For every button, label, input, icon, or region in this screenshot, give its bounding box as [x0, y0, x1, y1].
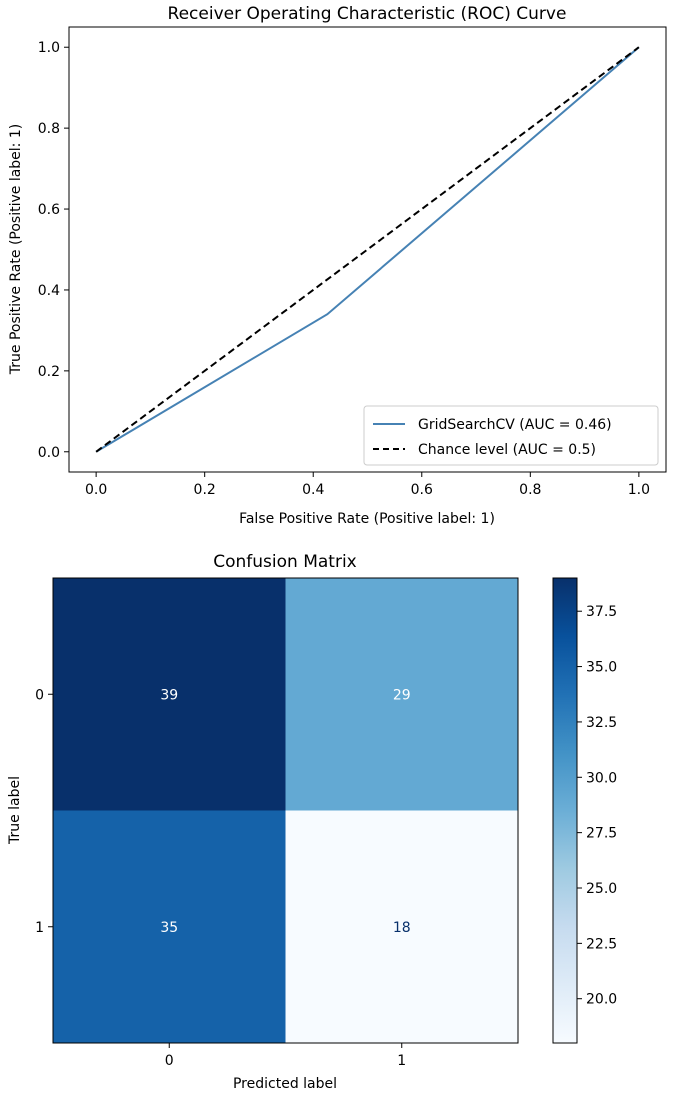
roc-legend-label-1: GridSearchCV (AUC = 0.46) [418, 417, 612, 433]
roc-x-axis-label: False Positive Rate (Positive label: 1) [239, 511, 495, 527]
roc-series-line-2 [95, 46, 640, 453]
cm-y-tick-label: 1 [35, 920, 44, 936]
cm-colorbar-tick-label: 20.0 [586, 992, 617, 1008]
roc-title: Receiver Operating Characteristic (ROC) … [168, 4, 567, 24]
cm-colorbar-gradient [552, 577, 578, 1044]
roc-plot-frame [68, 26, 667, 473]
roc-chart: Receiver Operating Characteristic (ROC) … [8, 4, 667, 527]
cm-x-tick-label: 0 [165, 1053, 174, 1069]
roc-x-tick-label: 1.0 [628, 482, 650, 498]
cm-cell [53, 810, 286, 1043]
roc-y-axis: 0.0 0.2 0.4 0.6 0.8 1.0 [38, 40, 69, 461]
roc-y-tick-label: 0.8 [38, 121, 60, 137]
cm-colorbar-tick-label: 22.5 [586, 936, 617, 952]
cm-colorbar-tick-label: 27.5 [586, 826, 617, 842]
roc-y-tick-label: 0.0 [38, 445, 60, 461]
roc-x-tick-label: 0.4 [302, 482, 324, 498]
cm-cell [285, 578, 518, 811]
roc-x-tick-label: 0.0 [85, 482, 107, 498]
roc-x-tick-label: 0.8 [519, 482, 541, 498]
cm-cell-value: 29 [393, 687, 411, 703]
cm-title: Confusion Matrix [213, 552, 357, 572]
cm-x-axis-label: Predicted label [233, 1076, 337, 1092]
roc-legend-label-2: Chance level (AUC = 0.5) [418, 442, 596, 458]
cm-y-tick-label: 0 [35, 687, 44, 703]
cm-cell-value: 39 [160, 687, 178, 703]
cm-colorbar-axis: 20.0 22.5 25.0 27.5 30.0 32.5 35.0 37.5 [577, 604, 617, 1008]
cm-cell [53, 578, 286, 811]
roc-series-line-1 [95, 46, 640, 453]
cm-y-axis: 01 [35, 687, 53, 936]
roc-y-tick-label: 1.0 [38, 40, 60, 56]
roc-y-tick-label: 0.2 [38, 364, 60, 380]
cm-colorbar-tick-label: 32.5 [586, 715, 617, 731]
roc-y-tick-label: 0.6 [38, 202, 60, 218]
cm-colorbar-tick-label: 30.0 [586, 770, 617, 786]
cm-colorbar-tick-label: 37.5 [586, 604, 617, 620]
cm-cells-layer: 39 29 35 18 [53, 578, 518, 1043]
cm-colorbar-tick-label: 25.0 [586, 881, 617, 897]
cm-cell-value: 35 [160, 920, 178, 936]
roc-x-tick-label: 0.2 [194, 482, 216, 498]
roc-x-tick-label: 0.6 [411, 482, 433, 498]
cm-cell-value: 18 [393, 920, 411, 936]
cm-colorbar-tick-label: 35.0 [586, 660, 617, 676]
roc-legend: GridSearchCV (AUC = 0.46) Chance level (… [363, 405, 659, 466]
cm-colorbar: 20.0 22.5 25.0 27.5 30.0 32.5 35.0 37.5 [552, 577, 617, 1044]
cm-cell [285, 810, 518, 1043]
roc-series-layer [95, 46, 640, 453]
cm-y-axis-label: True label [7, 776, 23, 845]
roc-y-tick-label: 0.4 [38, 283, 60, 299]
roc-y-axis-label: True Positive Rate (Positive label: 1) [8, 124, 24, 375]
roc-x-axis: 0.0 0.2 0.4 0.6 0.8 1.0 [85, 472, 650, 498]
cm-x-tick-label: 1 [397, 1053, 406, 1069]
cm-plot-frame [52, 577, 519, 1044]
roc-legend-box [363, 405, 659, 466]
